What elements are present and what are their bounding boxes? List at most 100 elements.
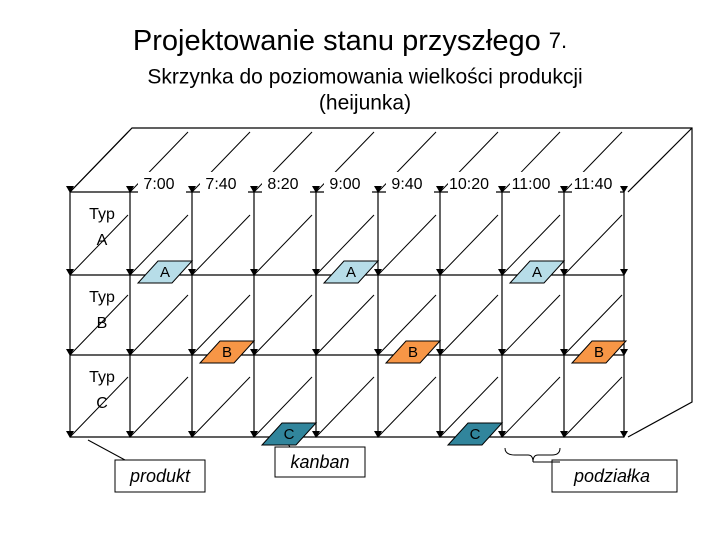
slot-diagonal [439,214,499,276]
time-bg [138,172,186,194]
slot-diagonal [69,131,129,193]
row-type: Typ [89,206,115,223]
time-slot: 10:20 [449,176,489,193]
callout-box [114,459,206,493]
slot-diagonal [501,294,561,356]
title-number: 7. [549,28,567,53]
arrow-head [188,186,196,193]
title-text: Projektowanie stanu przyszłego [133,25,541,57]
time-slot: 7:40 [205,176,236,193]
kanban-label: B [222,344,232,361]
time-slot: 9:40 [391,176,422,193]
arrow-head [436,269,444,276]
slot-diagonal [377,214,437,276]
arrow-head [374,431,382,438]
slot-diagonal [315,214,375,276]
slot-diagonal [501,376,561,438]
slot-diagonal [439,376,499,438]
arrow-head [126,269,134,276]
kanban-label: C [470,426,481,443]
slot-diagonal [129,376,189,438]
arrow-head [620,431,628,438]
time-bg [572,172,620,194]
callout-text: produkt [129,466,191,486]
arrow-head [188,431,196,438]
slot-diagonal [501,214,561,276]
kanban-card [384,340,442,364]
arrow-head [312,186,320,193]
time-slot: 8:20 [267,176,298,193]
slot-diagonal [315,294,375,356]
time-slot: 9:00 [329,176,360,193]
callout-text: podziałka [573,466,650,486]
callout-text: kanban [290,452,349,472]
slot-diagonal [377,294,437,356]
arrow-head [560,186,568,193]
kanban-label: B [594,344,604,361]
row-name: B [97,315,108,332]
kanban-card [136,260,194,284]
time-bg [324,172,372,194]
slot-diagonal [253,214,313,276]
arrow-head [312,431,320,438]
arrow-head [250,431,258,438]
row-type: Typ [89,289,115,306]
arrow-head [498,269,506,276]
arrow-head [498,349,506,356]
arrow-head [436,349,444,356]
slot-diagonal [439,294,499,356]
slot-diagonal [191,214,251,276]
time-bg [448,172,496,194]
slot-diagonal [253,294,313,356]
kanban-label: B [408,344,418,361]
arrow-head [620,186,628,193]
row-name: A [97,232,108,249]
arrow-head [436,186,444,193]
arrow-head [66,186,74,193]
slot-diagonal [563,376,623,438]
time-slot: 11:40 [574,176,613,193]
arrow-head [250,186,258,193]
title: Projektowanie stanu przyszłego 7. [133,25,567,57]
arrow-head [374,349,382,356]
slot-diagonal [191,294,251,356]
arrow-head [126,186,134,193]
kanban-label: A [346,264,356,281]
time-bg [200,172,248,194]
time-bg [386,172,434,194]
subtitle-line: (heijunka) [319,92,411,115]
time-slot: 11:00 [512,176,551,193]
arrow-head [126,431,134,438]
slot-diagonal [563,294,623,356]
slot-diagonal [563,214,623,276]
kanban-card [508,260,566,284]
kanban-card [198,340,256,364]
slot-diagonal [315,376,375,438]
time-bg [510,172,558,194]
arrow-head [66,269,74,276]
kanban-label: A [160,264,170,281]
slot-diagonal [69,294,129,356]
slot-diagonal [69,214,129,276]
arrow-head [66,349,74,356]
kanban-card [260,422,318,446]
row-name: C [96,395,108,412]
kanban-card [322,260,380,284]
kanban-card [446,422,504,446]
arrow-head [312,349,320,356]
arrow-head [188,269,196,276]
arrow-head [66,431,74,438]
row-type: Typ [89,369,115,386]
subtitle-line: Skrzynka do poziomowania wielkości produ… [147,66,582,89]
arrow-head [498,186,506,193]
arrow-head [620,269,628,276]
arrow-head [250,269,258,276]
arrow-head [498,431,506,438]
callout-box [551,459,678,493]
kanban-card [570,340,628,364]
slot-diagonal [191,376,251,438]
kanban-label: C [284,426,295,443]
arrow-head [126,349,134,356]
